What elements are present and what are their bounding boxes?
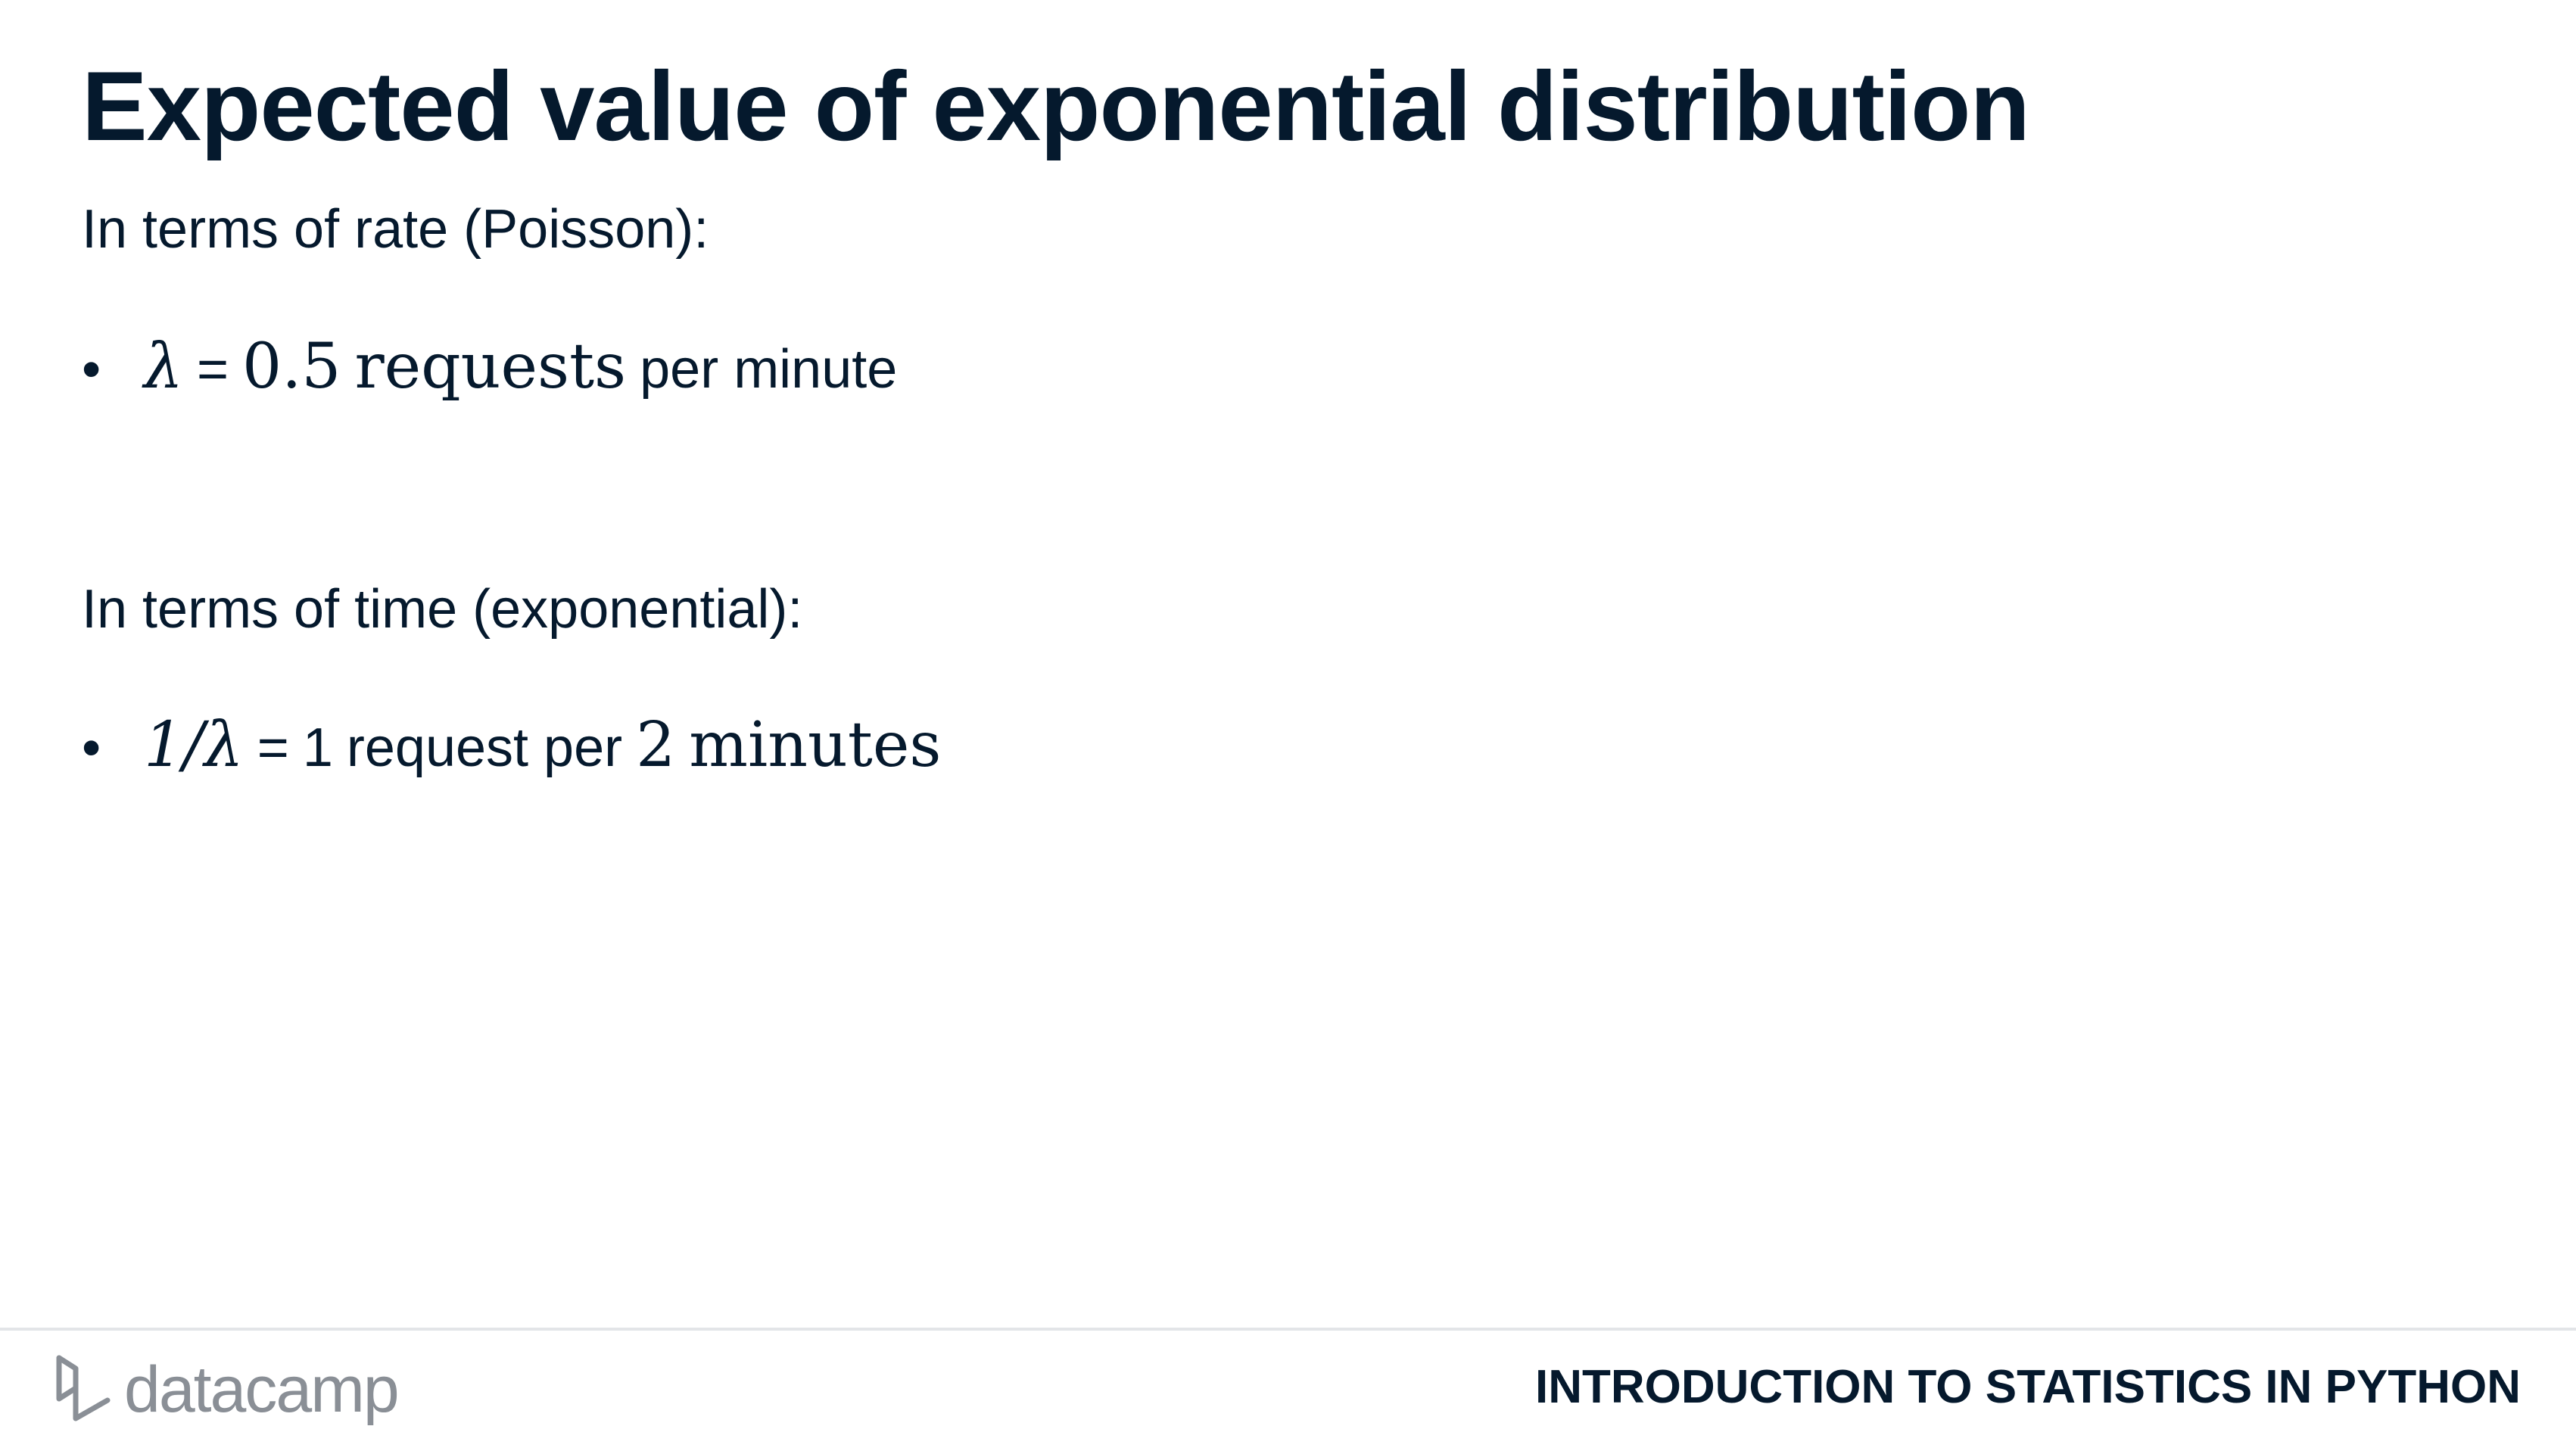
rate-unit: requests [354, 331, 627, 403]
bullet-dot: • [82, 718, 101, 778]
footer-divider [0, 1328, 2576, 1331]
time-value: 1 [302, 718, 333, 778]
rate-suffix: per minute [640, 339, 898, 400]
time-bullet: • 1/λ = 1 request per 2 minutes [82, 708, 941, 783]
lambda-symbol: λ [144, 331, 183, 403]
datacamp-logo: datacamp [53, 1352, 400, 1428]
equals-sign: = [257, 718, 289, 778]
slide-title: Expected value of exponential distributi… [82, 51, 2030, 161]
inverse-lambda-expr: 1/λ [144, 709, 244, 781]
logo-wordmark: datacamp [124, 1353, 400, 1426]
rate-value: 0.5 [242, 331, 341, 403]
rate-bullet: • λ = 0.5 requests per minute [82, 330, 897, 404]
equals-sign: = [196, 339, 229, 400]
time-mid-text: request per [346, 718, 623, 778]
datacamp-logo-icon [56, 1355, 111, 1421]
rate-intro-text: In terms of rate (Poisson): [82, 199, 709, 260]
time-unit: minutes [689, 709, 942, 781]
bullet-dot: • [82, 339, 101, 400]
course-name: INTRODUCTION TO STATISTICS IN PYTHON [1535, 1361, 2521, 1413]
time-number: 2 [636, 709, 676, 781]
time-intro-text: In terms of time (exponential): [82, 579, 803, 640]
